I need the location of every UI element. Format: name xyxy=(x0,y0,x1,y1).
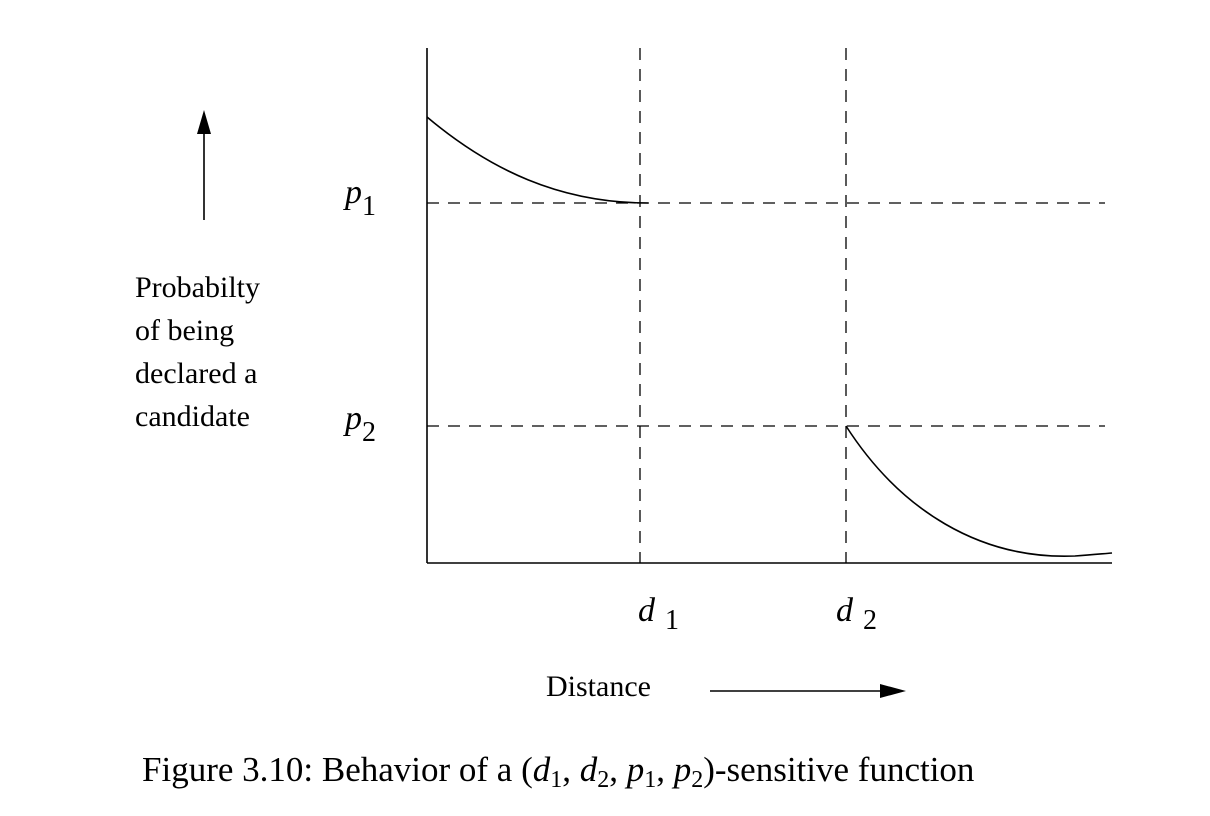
y-axis-label-line-3: declared a xyxy=(135,357,258,390)
p2-label: p2 xyxy=(345,400,376,448)
caption-arg-3-subscript: 1 xyxy=(644,767,657,793)
y-axis-label-line-2: of being xyxy=(135,314,235,347)
caption-arg-1-subscript: 1 xyxy=(550,767,563,793)
x-axis-label: Distance xyxy=(546,670,651,703)
p1-label: p1 xyxy=(345,174,376,222)
caption-arg-4-subscript: 2 xyxy=(691,767,704,793)
x-direction-arrowhead xyxy=(880,684,906,698)
caption-arg-2-subscript: 2 xyxy=(597,767,610,793)
caption-prefix: Figure 3.10: Behavior of a ( xyxy=(142,750,533,789)
figure-caption: Figure 3.10: Behavior of a (d1, d2, p1, … xyxy=(142,750,975,793)
caption-arg-4-symbol: p xyxy=(673,750,692,789)
caption-suffix: )-sensitive function xyxy=(703,750,975,789)
caption-arg-3-symbol: p xyxy=(626,750,645,789)
caption-arg-2-symbol: d xyxy=(579,750,598,789)
y-axis-label-line-4: candidate xyxy=(135,400,250,433)
y-axis-label-line-1: Probabilty xyxy=(135,271,260,304)
caption-arg-1-symbol: d xyxy=(532,750,551,789)
high-probability-curve xyxy=(426,116,649,204)
low-probability-curve xyxy=(845,425,1113,557)
y-direction-arrowhead xyxy=(197,110,211,134)
